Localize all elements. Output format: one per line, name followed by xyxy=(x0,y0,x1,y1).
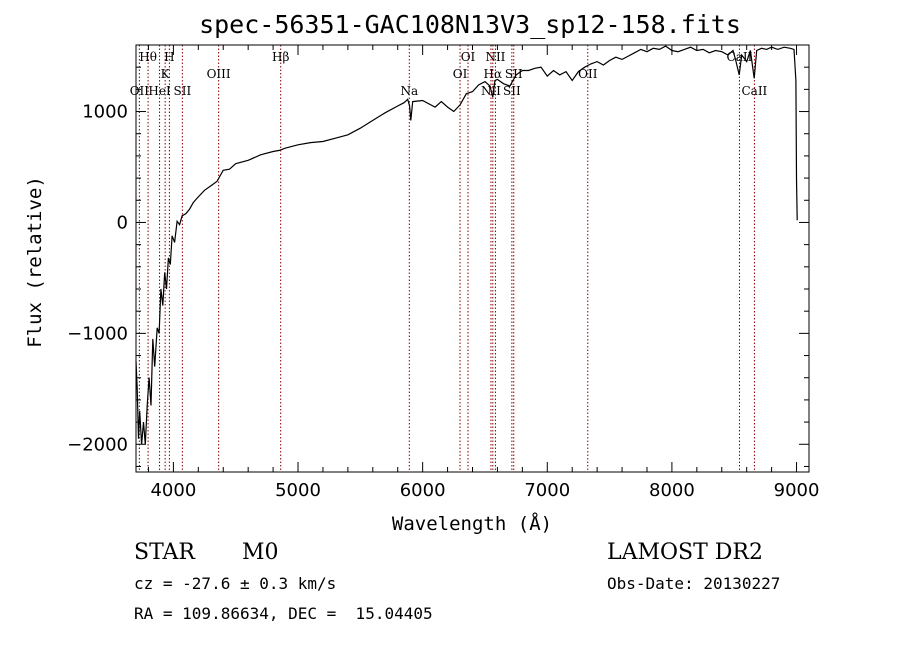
line-marker-label: SII xyxy=(503,84,521,98)
plot-frame xyxy=(135,44,810,473)
x-tick-label: 7000 xyxy=(524,480,570,501)
line-marker-label: OIII xyxy=(207,67,231,81)
x-tick-label: 6000 xyxy=(400,480,446,501)
flux-series-line xyxy=(135,45,798,445)
line-marker-label: H xyxy=(164,50,174,64)
x-tick-label: 9000 xyxy=(774,480,820,501)
line-marker-label: K xyxy=(161,67,171,81)
x-axis: 4000 5000 6000 7000 8000 9000 xyxy=(147,45,820,501)
line-marker-label: OII xyxy=(130,84,150,98)
y-tick-label: 1000 xyxy=(82,102,128,123)
line-marker-label: Hβ xyxy=(272,50,289,64)
redshift-text: cz = -27.6 ± 0.3 km/s xyxy=(134,574,337,593)
object-class: STAR xyxy=(134,540,195,565)
y-axis: −2000 −1000 0 1000 xyxy=(67,44,809,467)
line-marker-label: Hα xyxy=(484,67,503,81)
x-tick-label: 8000 xyxy=(649,480,695,501)
obs-date-text: Obs-Date: 20130227 xyxy=(607,574,781,593)
line-marker-label: CaII xyxy=(741,84,767,98)
line-marker-label: OI xyxy=(461,50,476,64)
line-marker-label: HeI xyxy=(148,84,171,98)
line-marker-label: SII xyxy=(505,67,523,81)
object-subclass: M0 xyxy=(242,540,279,565)
survey-name: LAMOST DR2 xyxy=(607,540,763,565)
y-tick-label: −1000 xyxy=(67,323,128,344)
coordinates-text: RA = 109.86634, DEC = 15.04405 xyxy=(134,604,433,623)
y-tick-label: −2000 xyxy=(67,434,128,455)
line-marker-label: OI xyxy=(453,67,468,81)
line-marker-label: Na xyxy=(400,84,418,98)
line-marker-label: OII xyxy=(578,67,598,81)
x-axis-label: Wavelength (Å) xyxy=(392,512,552,535)
y-tick-label: 0 xyxy=(117,212,128,233)
line-marker-label: Hθ xyxy=(139,50,157,64)
x-tick-label: 4000 xyxy=(150,480,196,501)
x-tick-label: 5000 xyxy=(275,480,321,501)
line-marker-label: NII xyxy=(485,50,505,64)
chart-title: spec-56351-GAC108N13V3_sp12-158.fits xyxy=(199,10,741,39)
line-marker-label: SII xyxy=(174,84,192,98)
y-axis-label: Flux (relative) xyxy=(24,176,46,348)
